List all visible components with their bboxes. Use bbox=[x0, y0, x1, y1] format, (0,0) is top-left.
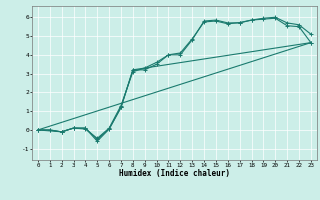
X-axis label: Humidex (Indice chaleur): Humidex (Indice chaleur) bbox=[119, 169, 230, 178]
